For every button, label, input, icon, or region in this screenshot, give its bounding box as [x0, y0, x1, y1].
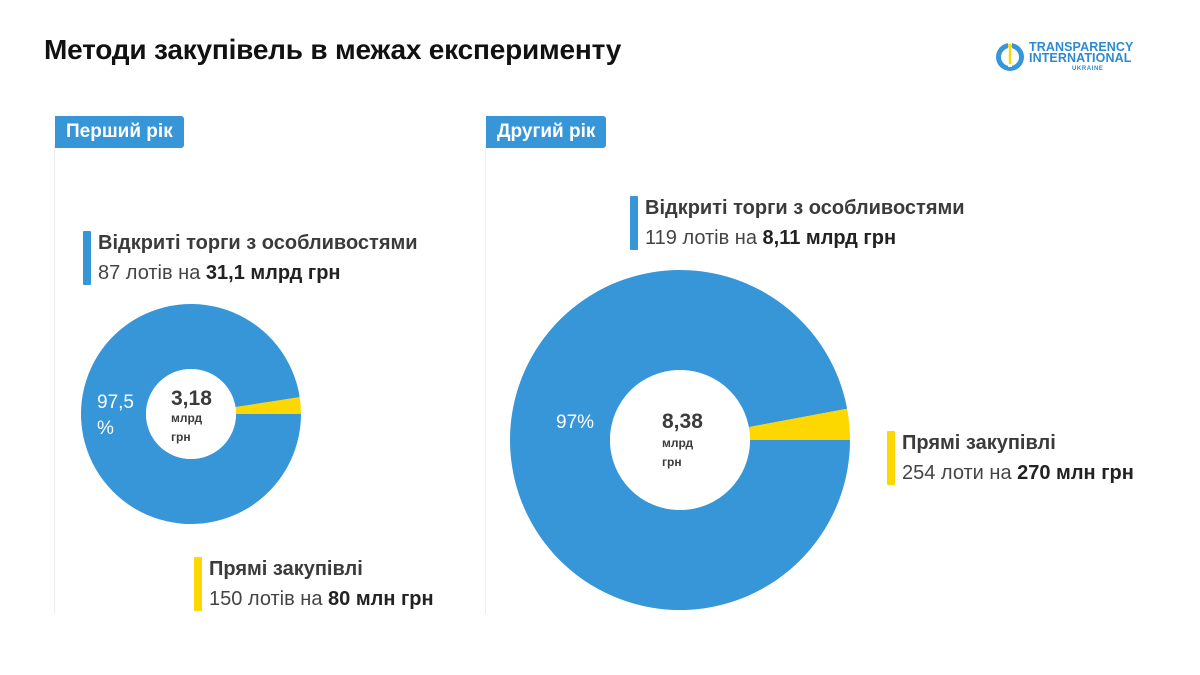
year-badge-second: Другий рік	[486, 116, 607, 148]
donut-hole	[146, 369, 236, 459]
center-total-value: 8,38	[662, 410, 703, 433]
logo-line-1: TRANSPARENCY	[1029, 40, 1134, 54]
slice-direct-procurement	[235, 397, 301, 414]
percent-label-line1: 97%	[556, 412, 594, 433]
transparency-international-logo[interactable]: TRANSPARENCY INTERNATIONAL UKRAINE	[994, 40, 1144, 74]
legend-detail: 150 лотів на 80 млн грн	[209, 588, 434, 610]
center-unit-line1: млрд	[171, 411, 203, 425]
slice-open-tenders	[80, 304, 301, 524]
legend-label: Відкриті торги з особливостями	[645, 197, 965, 219]
center-unit-line2: грн	[662, 455, 682, 469]
donut-hole	[610, 370, 750, 510]
donut-chart-second-year: 97% 8,38 млрд грн	[510, 270, 850, 610]
year-badge-first: Перший рік	[55, 116, 184, 148]
panel-1-divider	[54, 144, 55, 614]
panel-2-divider	[485, 144, 486, 614]
legend-swatch-direct	[194, 557, 202, 611]
percent-label-line2: %	[97, 418, 114, 439]
legend-label: Прямі закупівлі	[209, 558, 363, 580]
center-total-value: 3,18	[171, 387, 212, 410]
legend-swatch-open	[630, 196, 638, 250]
legend-detail: 119 лотів на 8,11 млрд грн	[645, 227, 897, 249]
legend-detail: 87 лотів на 31,1 млрд грн	[98, 262, 341, 284]
logo-line-3: UKRAINE	[1072, 66, 1104, 72]
legend-label: Відкриті торги з особливостями	[98, 232, 418, 254]
logo-line-2: INTERNATIONAL	[1029, 51, 1132, 65]
slice-open-tenders	[510, 270, 850, 610]
page-title: Методи закупівель в межах експерименту	[44, 34, 622, 65]
legend-label: Прямі закупівлі	[902, 432, 1056, 454]
percent-label-line1: 97,5	[97, 392, 134, 413]
donut-chart-first-year: 97,5 % 3,18 млрд грн	[80, 304, 301, 524]
legend-swatch-open	[83, 231, 91, 285]
legend-detail: 254 лоти на 270 млн грн	[902, 462, 1134, 484]
center-unit-line1: млрд	[662, 436, 694, 450]
slice-direct-procurement	[748, 408, 850, 440]
legend-swatch-direct	[887, 431, 895, 485]
center-unit-line2: грн	[171, 430, 191, 444]
ti-logo-icon	[996, 43, 1024, 71]
